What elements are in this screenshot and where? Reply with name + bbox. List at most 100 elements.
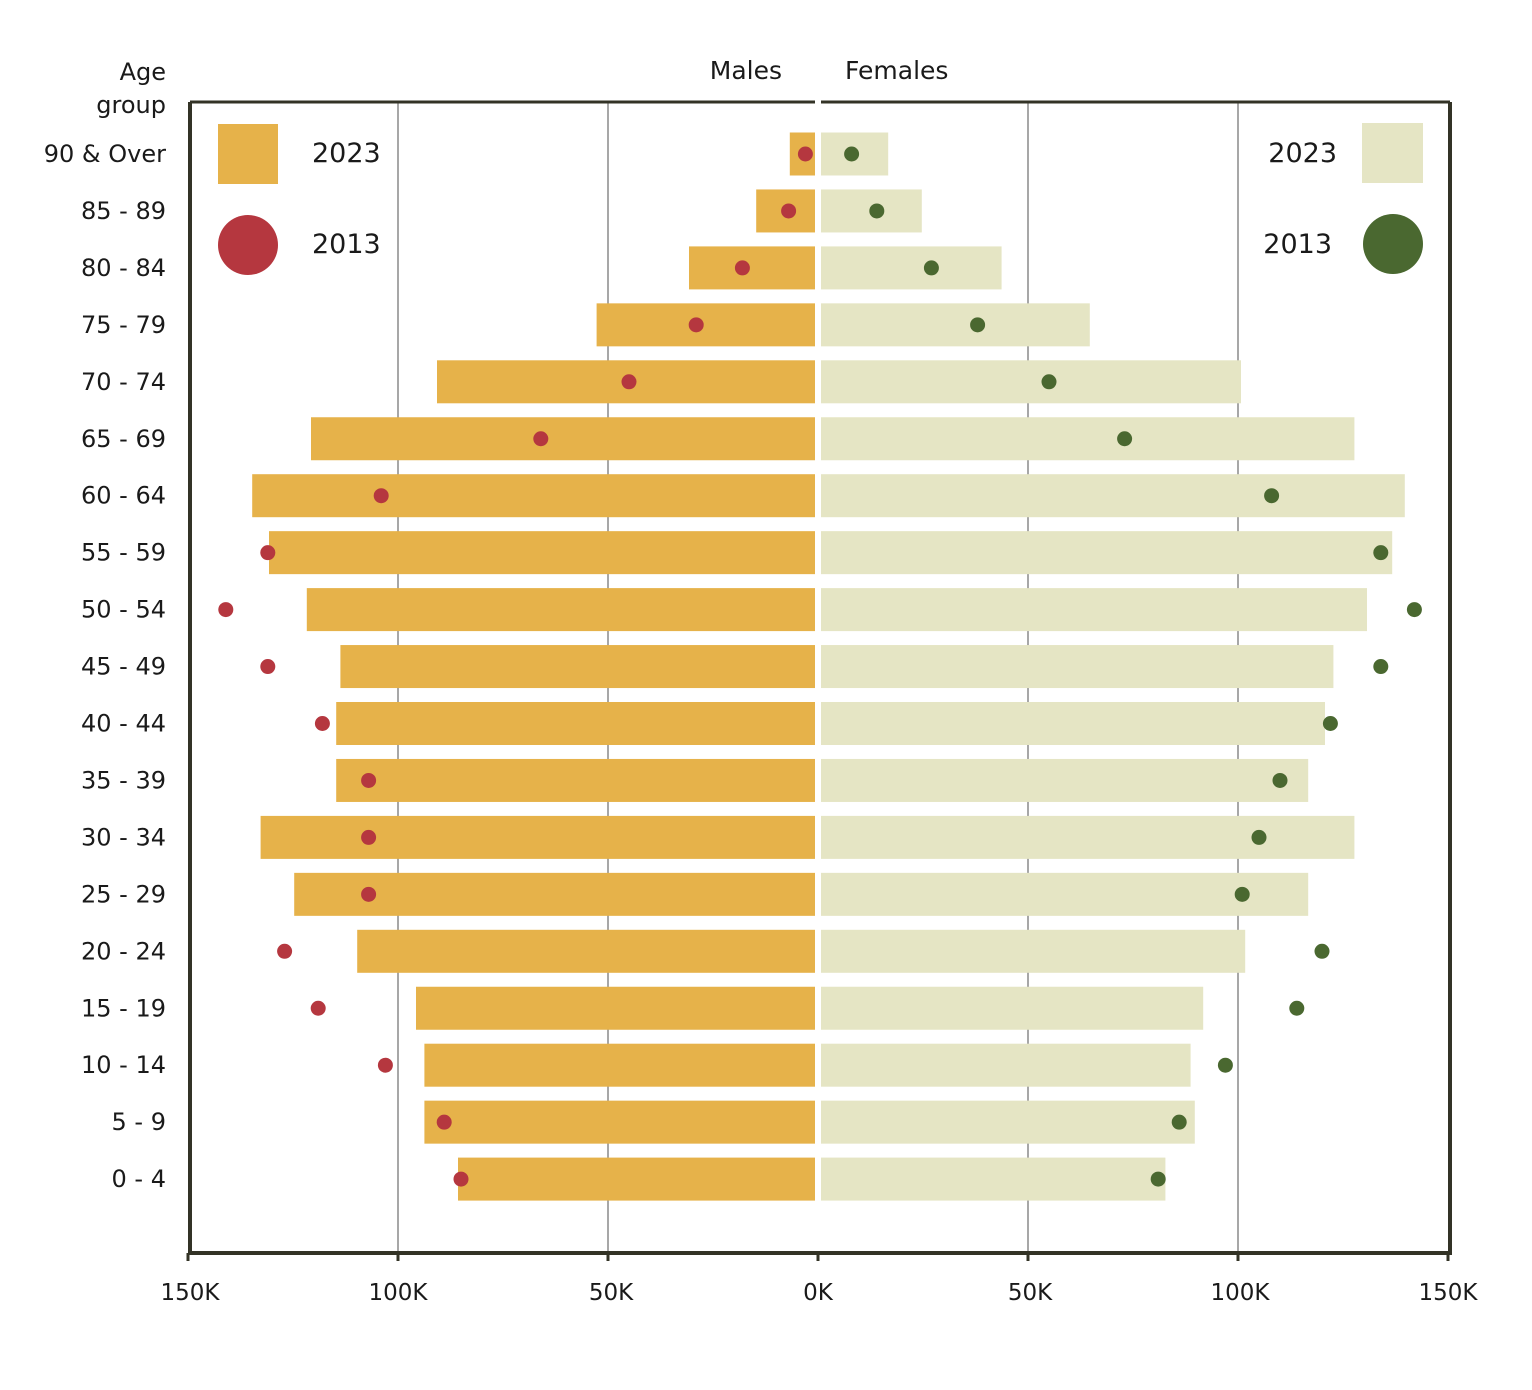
male-2013-dot-11 [361, 772, 377, 788]
male-2023-bar-17 [424, 1100, 815, 1144]
male-2013-dot-0 [797, 146, 813, 162]
female-2023-bar-8 [821, 588, 1367, 632]
age-label-14: 20 - 24 [81, 937, 166, 965]
x-tick-label-6: 150K [1419, 1280, 1479, 1306]
female-2013-dot-8 [1406, 602, 1422, 618]
female-2023-bar-13 [821, 872, 1309, 916]
male-2023-bar-5 [311, 417, 815, 461]
age-label-15: 15 - 19 [81, 994, 166, 1022]
female-2023-bar-2 [821, 246, 1002, 290]
male-2023-bar-9 [340, 645, 815, 689]
female-2013-dot-11 [1272, 772, 1288, 788]
female-2023-bar-4 [821, 360, 1241, 404]
x-tick-label-2: 50K [589, 1280, 634, 1306]
male-2013-dot-17 [436, 1114, 452, 1130]
male-2023-bar-7 [269, 531, 815, 575]
female-2023-bar-12 [821, 815, 1355, 859]
x-tick-label-3: 0K [803, 1280, 834, 1306]
labels: 150K 100K 50K 0K 50K 100K 150K 90 & Over 85 - 89… [44, 56, 1479, 1306]
male-2023-bar-11 [336, 758, 815, 802]
male-2023-bar-16 [424, 1043, 815, 1087]
male-2023-bar-8 [306, 588, 815, 632]
male-2013-dot-8 [218, 602, 234, 618]
age-label-6: 60 - 64 [81, 482, 166, 510]
age-label-2: 80 - 84 [81, 254, 166, 282]
age-label-11: 35 - 39 [81, 766, 166, 794]
y-axis-title-line-1: Age [120, 58, 166, 86]
legend-female-2013-swatch [1363, 214, 1423, 274]
male-2013-dot-1 [781, 203, 797, 219]
bars [252, 132, 1405, 1201]
female-2013-dot-0 [844, 146, 860, 162]
male-2013-dot-4 [621, 374, 637, 390]
male-2023-bar-18 [458, 1157, 815, 1201]
female-2023-bar-18 [821, 1157, 1166, 1201]
males-header: Males [710, 56, 782, 85]
legend-male-2023-swatch [218, 124, 278, 184]
x-tick-label-5: 100K [1211, 1280, 1271, 1306]
female-2013-dot-16 [1217, 1057, 1233, 1073]
age-label-13: 25 - 29 [81, 880, 166, 908]
female-2013-dot-6 [1264, 488, 1280, 504]
female-2023-bar-16 [821, 1043, 1191, 1087]
male-2013-dot-16 [377, 1057, 393, 1073]
female-2023-bar-17 [821, 1100, 1195, 1144]
legend-female-2023-swatch [1362, 123, 1423, 183]
dots [218, 146, 1422, 1187]
male-2013-dot-15 [310, 1000, 326, 1016]
female-2013-dot-5 [1117, 431, 1133, 447]
male-2013-dot-3 [688, 317, 704, 333]
female-2023-bar-15 [821, 986, 1204, 1030]
female-2013-dot-17 [1171, 1114, 1187, 1130]
legend-male-2013-swatch [218, 215, 278, 275]
legend-male-2013-label: 2013 [312, 229, 381, 260]
male-2013-dot-7 [260, 545, 276, 561]
age-label-16: 10 - 14 [81, 1051, 166, 1079]
male-2023-bar-15 [416, 986, 815, 1030]
age-label-3: 75 - 79 [81, 311, 166, 339]
female-2013-dot-1 [869, 203, 885, 219]
female-2013-dot-7 [1373, 545, 1389, 561]
female-2023-bar-14 [821, 929, 1246, 973]
male-2013-dot-13 [361, 886, 377, 902]
female-2013-dot-2 [923, 260, 939, 276]
female-2023-bar-10 [821, 702, 1325, 745]
male-2013-dot-6 [373, 488, 389, 504]
age-label-18: 0 - 4 [112, 1165, 166, 1193]
female-2013-dot-12 [1251, 829, 1267, 845]
age-label-10: 40 - 44 [81, 710, 166, 738]
legend-female-2013-label: 2013 [1263, 229, 1332, 260]
age-label-5: 65 - 69 [81, 425, 166, 453]
female-2023-bar-5 [821, 417, 1355, 461]
male-2013-dot-9 [260, 659, 276, 675]
male-2013-dot-10 [314, 716, 330, 731]
female-2023-bar-9 [821, 645, 1334, 689]
female-2013-dot-13 [1234, 886, 1250, 902]
male-2023-bar-13 [294, 872, 815, 916]
females-header: Females [845, 56, 948, 85]
male-2013-dot-12 [361, 829, 377, 845]
plot-frame [186, 100, 1452, 1261]
female-2023-bar-3 [821, 303, 1090, 347]
age-label-7: 55 - 59 [81, 539, 166, 567]
age-label-12: 30 - 34 [81, 823, 166, 851]
female-2013-dot-4 [1041, 374, 1057, 390]
male-2023-bar-10 [336, 702, 815, 745]
male-2013-dot-18 [453, 1171, 469, 1187]
legend-male-2023-label: 2023 [312, 138, 381, 169]
age-label-17: 5 - 9 [112, 1108, 166, 1136]
female-2013-dot-18 [1150, 1171, 1166, 1187]
female-2013-dot-15 [1289, 1000, 1305, 1016]
x-tick-label-4: 50K [1008, 1280, 1053, 1306]
age-label-0: 90 & Over [44, 140, 166, 168]
male-2023-bar-6 [252, 474, 815, 518]
age-label-1: 85 - 89 [81, 197, 166, 225]
male-2013-dot-5 [533, 431, 549, 447]
age-label-9: 45 - 49 [81, 653, 166, 681]
male-2023-bar-2 [689, 246, 815, 290]
female-2023-bar-6 [821, 474, 1405, 518]
female-2023-bar-11 [821, 758, 1309, 802]
y-axis-title-line-2: group [96, 91, 166, 119]
female-2023-bar-7 [821, 531, 1393, 575]
